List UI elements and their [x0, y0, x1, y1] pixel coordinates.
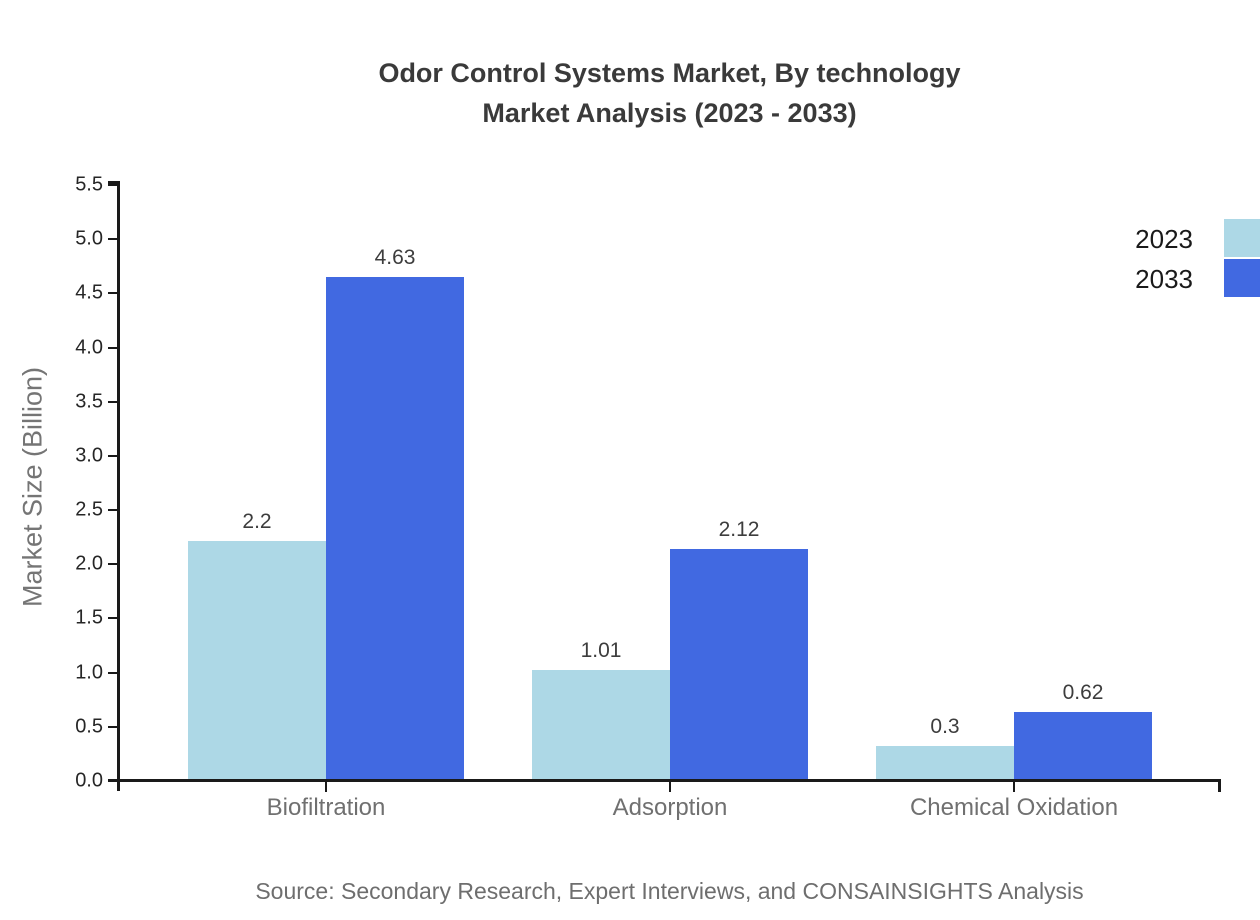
value-label: 1.01 [580, 638, 622, 662]
x-tick [1013, 781, 1015, 792]
y-tick [108, 400, 118, 403]
y-tick [108, 238, 118, 241]
y-tick-label: 5.5 [75, 173, 103, 196]
y-tick [108, 454, 118, 457]
category-label: Biofiltration [266, 794, 386, 821]
bar-2033-2 [1014, 711, 1152, 779]
y-tick-label: 4.0 [75, 336, 103, 359]
x-tick [669, 781, 671, 792]
y-tick [108, 725, 118, 728]
bar-2033-1 [670, 549, 808, 779]
source-note: Source: Secondary Research, Expert Inter… [255, 878, 1084, 904]
y-tick-label: 3.5 [75, 390, 103, 413]
y-axis-line [117, 181, 120, 791]
y-tick [108, 292, 118, 295]
bar-2023-0 [188, 540, 326, 779]
y-tick [108, 780, 118, 782]
legend-swatch-2023 [1224, 219, 1260, 257]
y-tick [108, 184, 118, 187]
value-label: 0.62 [1062, 680, 1104, 704]
value-label: 2.2 [242, 509, 272, 533]
category-label: Adsorption [612, 794, 728, 821]
y-tick [108, 671, 118, 674]
bar-2033-0 [326, 277, 464, 779]
y-axis-end-tick [108, 181, 118, 184]
legend-swatch-2033 [1224, 259, 1260, 297]
chart-title-line1: Odor Control Systems Market, By technolo… [378, 58, 961, 88]
y-tick [108, 346, 118, 349]
bar-2023-1 [532, 669, 670, 779]
y-tick [108, 563, 118, 566]
chart-title: Odor Control Systems Market, By technolo… [118, 53, 1221, 133]
y-tick-label: 2.5 [75, 498, 103, 521]
x-axis-line [108, 779, 1221, 782]
y-tick-label: 5.0 [75, 227, 103, 250]
y-tick-label: 1.0 [75, 661, 103, 684]
legend-label-2023: 2023 [1135, 224, 1193, 254]
y-tick-label: 0.5 [75, 715, 103, 738]
y-tick-label: 1.5 [75, 606, 103, 629]
y-tick-label: 0.0 [75, 769, 103, 792]
x-axis-end-tick [1218, 779, 1221, 792]
y-tick [108, 509, 118, 512]
x-tick [325, 781, 327, 792]
value-label: 0.3 [930, 715, 960, 739]
category-label: Chemical Oxidation [909, 794, 1119, 821]
chart-title-line2: Market Analysis (2023 - 2033) [482, 98, 857, 128]
value-label: 2.12 [718, 518, 760, 542]
value-label: 4.63 [374, 246, 416, 270]
bar-2023-2 [876, 746, 1014, 779]
y-tick [108, 617, 118, 620]
y-tick-label: 3.0 [75, 444, 103, 467]
y-tick-label: 2.0 [75, 552, 103, 575]
y-tick-label: 4.5 [75, 281, 103, 304]
legend-label-2033: 2033 [1135, 264, 1193, 294]
